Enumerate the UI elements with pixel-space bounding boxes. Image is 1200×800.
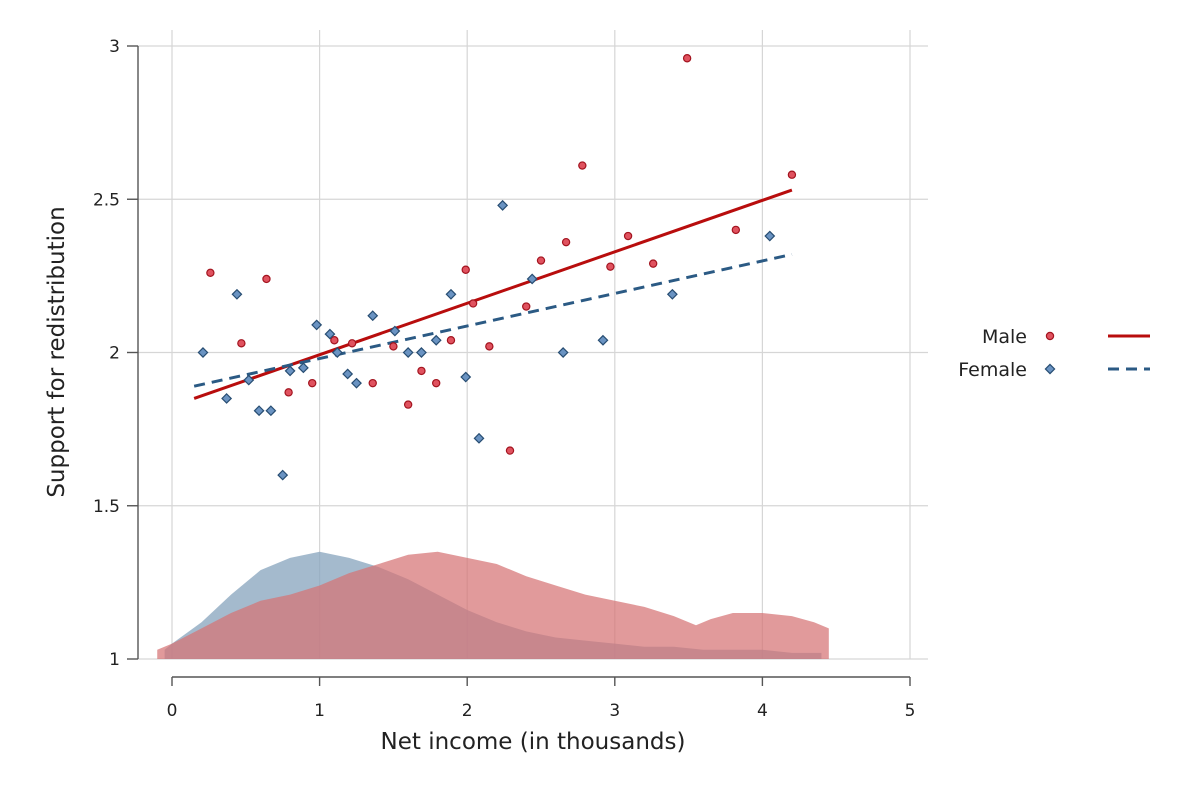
point-female	[415, 347, 427, 358]
point-male	[561, 237, 571, 247]
point-male	[347, 339, 357, 348]
point-male	[522, 302, 531, 311]
point-male	[731, 225, 741, 235]
point-male	[461, 265, 470, 274]
point-female	[367, 310, 379, 322]
legend-marker-female	[1044, 363, 1056, 375]
point-female	[473, 432, 485, 444]
x-tick-label: 2	[462, 701, 473, 721]
point-male	[284, 388, 293, 397]
point-female	[243, 374, 255, 386]
y-tick-label: 1.5	[93, 497, 120, 517]
point-female	[253, 405, 265, 417]
point-male	[536, 256, 546, 265]
point-female	[526, 273, 538, 285]
density-area-male	[157, 551, 829, 659]
x-axis-title: Net income (in thousands)	[381, 729, 686, 755]
point-male	[505, 446, 515, 455]
point-male	[308, 378, 317, 388]
point-male	[206, 268, 215, 278]
y-axis-title: Support for redistribution	[44, 206, 70, 497]
point-female	[557, 347, 569, 358]
point-male	[787, 170, 797, 179]
point-male	[623, 231, 633, 241]
point-female	[324, 328, 336, 340]
point-female	[311, 319, 323, 331]
point-male	[417, 366, 426, 376]
point-male	[468, 299, 478, 308]
point-male	[648, 259, 658, 268]
x-tick-label: 4	[757, 701, 768, 721]
legend-marker-male	[1045, 331, 1055, 341]
point-female	[277, 469, 289, 481]
point-male	[446, 336, 456, 345]
point-male	[606, 262, 615, 271]
point-female	[764, 230, 776, 242]
x-tick-label: 3	[609, 701, 620, 721]
scatter-points	[197, 54, 797, 481]
point-female	[284, 365, 296, 377]
y-tick-label: 2.5	[93, 190, 120, 210]
point-male	[485, 342, 494, 351]
axis-ticks: 0 1 2 3 4 5 1 1.5 2 2.5 3	[93, 37, 915, 721]
point-female	[666, 288, 678, 300]
legend-label-male: Male	[982, 326, 1027, 348]
fit-line-female	[193, 252, 793, 388]
fit-line-male	[193, 188, 793, 400]
x-tick-label: 5	[905, 701, 916, 721]
point-male	[389, 342, 398, 351]
density-areas	[157, 551, 829, 659]
y-tick-label: 3	[109, 37, 120, 57]
point-female	[430, 334, 442, 346]
point-male	[237, 339, 246, 348]
point-male	[403, 400, 413, 409]
point-male	[262, 274, 271, 284]
point-female	[297, 362, 309, 374]
x-tick-label: 1	[314, 701, 325, 721]
point-female	[265, 405, 277, 417]
point-male	[368, 378, 377, 388]
point-female	[342, 368, 354, 380]
point-male	[330, 336, 339, 345]
legend-label-female: Female	[958, 359, 1027, 381]
point-female	[497, 199, 509, 211]
point-female	[331, 347, 343, 358]
point-female	[402, 347, 414, 358]
point-female	[221, 393, 233, 404]
gridlines	[138, 30, 928, 660]
y-tick-label: 1	[109, 650, 120, 670]
point-female	[445, 288, 457, 300]
legend: Male Female	[958, 326, 1150, 381]
point-female	[597, 334, 609, 346]
point-female	[460, 371, 472, 383]
x-tick-label: 0	[167, 701, 178, 721]
point-female	[351, 377, 362, 389]
point-male	[578, 161, 587, 170]
point-male	[432, 378, 441, 388]
point-female	[231, 288, 243, 300]
point-female	[197, 347, 209, 358]
point-male	[682, 54, 692, 63]
fit-lines	[193, 188, 793, 400]
point-female	[389, 325, 401, 337]
y-tick-label: 2	[109, 344, 120, 364]
